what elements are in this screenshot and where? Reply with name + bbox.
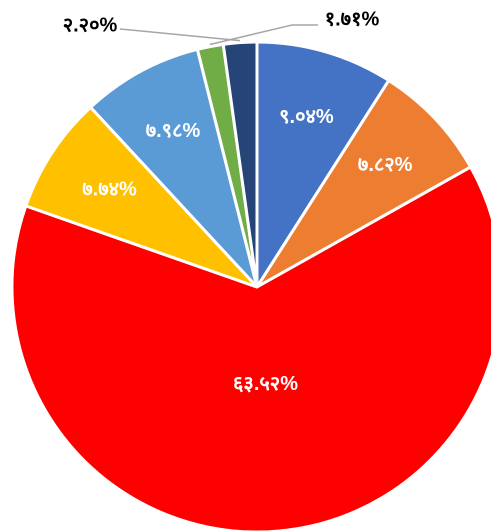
pie-slice bbox=[88, 47, 259, 289]
data-label: ७.८२% bbox=[358, 154, 413, 176]
pie-slice bbox=[255, 40, 391, 293]
data-label: ६३.५२% bbox=[233, 373, 298, 395]
leader-line bbox=[209, 24, 318, 46]
data-label: १.७१% bbox=[325, 8, 380, 30]
data-label: ७.७४% bbox=[82, 179, 137, 201]
pie-slice bbox=[10, 165, 491, 532]
pie-slice bbox=[221, 40, 259, 288]
data-label: ९.०४% bbox=[279, 106, 334, 128]
data-label: ७.९८% bbox=[146, 120, 201, 142]
data-label: २.२०% bbox=[63, 14, 118, 36]
pie-slice bbox=[255, 78, 473, 289]
leader-line bbox=[119, 28, 241, 42]
pie-slice bbox=[23, 105, 259, 289]
